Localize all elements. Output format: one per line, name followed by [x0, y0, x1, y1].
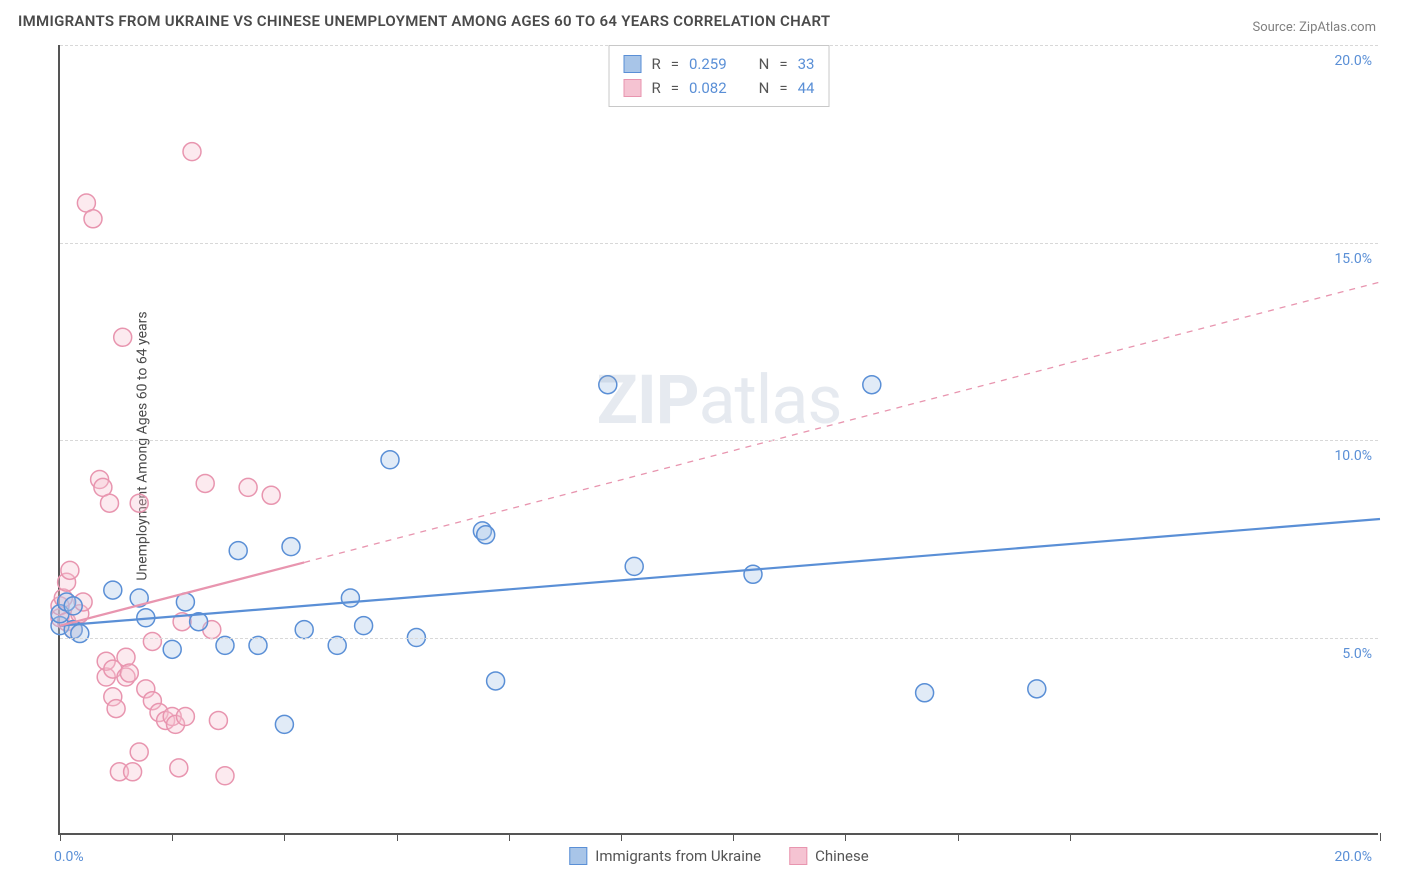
- legend-n-value-chinese: 44: [798, 76, 815, 100]
- legend-swatch-ukraine: [624, 55, 642, 73]
- data-point-ukraine: [341, 589, 359, 607]
- data-point-chinese: [239, 478, 257, 496]
- plot-area: ZIPatlas R = 0.259 N = 33 R = 0.082 N = …: [58, 45, 1378, 835]
- x-tick: [621, 833, 622, 841]
- data-point-ukraine: [163, 640, 181, 658]
- data-point-ukraine: [916, 684, 934, 702]
- legend-n-value-ukraine: 33: [798, 52, 815, 76]
- data-point-chinese: [120, 664, 138, 682]
- legend-bottom-label-ukraine: Immigrants from Ukraine: [595, 847, 761, 865]
- data-point-ukraine: [295, 621, 313, 639]
- x-tick-label: 20.0%: [1334, 849, 1372, 865]
- legend-r-label-ukraine: R: [652, 52, 661, 76]
- data-point-ukraine: [64, 597, 82, 615]
- data-point-ukraine: [229, 542, 247, 560]
- data-point-ukraine: [216, 636, 234, 654]
- x-tick: [397, 833, 398, 841]
- legend-swatch-chinese: [624, 79, 642, 97]
- data-point-chinese: [143, 632, 161, 650]
- data-point-ukraine: [625, 557, 643, 575]
- legend-n-label-chinese: N: [759, 76, 770, 100]
- data-point-ukraine: [487, 672, 505, 690]
- data-point-chinese: [130, 743, 148, 761]
- legend-bottom: Immigrants from Ukraine Chinese: [569, 847, 868, 865]
- legend-bottom-ukraine: Immigrants from Ukraine: [569, 847, 761, 865]
- data-point-chinese: [101, 494, 119, 512]
- x-tick: [733, 833, 734, 841]
- data-point-ukraine: [282, 538, 300, 556]
- x-tick: [509, 833, 510, 841]
- legend-r-value-chinese: 0.082: [689, 76, 727, 100]
- data-point-ukraine: [249, 636, 267, 654]
- data-point-chinese: [114, 328, 132, 346]
- x-tick: [284, 833, 285, 841]
- data-point-ukraine: [477, 526, 495, 544]
- chart-title: IMMIGRANTS FROM UKRAINE VS CHINESE UNEMP…: [18, 12, 830, 30]
- data-point-chinese: [196, 474, 214, 492]
- y-tick-label: 15.0%: [1334, 251, 1372, 267]
- data-point-ukraine: [275, 715, 293, 733]
- chart-svg: [60, 45, 1378, 833]
- data-point-chinese: [176, 708, 194, 726]
- gridline: [60, 440, 1378, 441]
- x-tick: [60, 833, 61, 841]
- data-point-chinese: [117, 648, 135, 666]
- gridline: [60, 638, 1378, 639]
- legend-bottom-label-chinese: Chinese: [815, 847, 869, 865]
- legend-r-value-ukraine: 0.259: [689, 52, 727, 76]
- data-point-ukraine: [355, 617, 373, 635]
- x-tick: [845, 833, 846, 841]
- source-label: Source: ZipAtlas.com: [1252, 20, 1376, 35]
- data-point-chinese: [130, 494, 148, 512]
- legend-correlation-box: R = 0.259 N = 33 R = 0.082 N = 44: [609, 45, 830, 107]
- legend-r-label-chinese: R: [652, 76, 661, 100]
- data-point-ukraine: [1028, 680, 1046, 698]
- legend-n-label-ukraine: N: [759, 52, 770, 76]
- x-tick-label: 0.0%: [54, 849, 84, 865]
- x-tick: [1070, 833, 1071, 841]
- data-point-chinese: [124, 763, 142, 781]
- x-tick: [1380, 833, 1381, 841]
- data-point-ukraine: [744, 565, 762, 583]
- data-point-chinese: [84, 210, 102, 228]
- y-tick-label: 5.0%: [1342, 646, 1372, 662]
- y-tick-label: 10.0%: [1334, 448, 1372, 464]
- data-point-ukraine: [381, 451, 399, 469]
- data-point-chinese: [61, 561, 79, 579]
- data-point-chinese: [107, 700, 125, 718]
- data-point-chinese: [216, 767, 234, 785]
- legend-bottom-swatch-ukraine: [569, 847, 587, 865]
- data-point-chinese: [170, 759, 188, 777]
- data-point-ukraine: [328, 636, 346, 654]
- data-point-chinese: [183, 143, 201, 161]
- trendline-ukraine: [60, 519, 1380, 626]
- data-point-ukraine: [863, 376, 881, 394]
- data-point-chinese: [209, 711, 227, 729]
- legend-row-ukraine: R = 0.259 N = 33: [624, 52, 815, 76]
- data-point-ukraine: [599, 376, 617, 394]
- y-tick-label: 20.0%: [1334, 53, 1372, 69]
- data-point-chinese: [262, 486, 280, 504]
- x-tick: [172, 833, 173, 841]
- x-tick: [958, 833, 959, 841]
- legend-row-chinese: R = 0.082 N = 44: [624, 76, 815, 100]
- data-point-ukraine: [71, 625, 89, 643]
- gridline: [60, 243, 1378, 244]
- legend-bottom-chinese: Chinese: [789, 847, 869, 865]
- trendline-chinese-dashed: [304, 282, 1380, 562]
- legend-bottom-swatch-chinese: [789, 847, 807, 865]
- data-point-ukraine: [104, 581, 122, 599]
